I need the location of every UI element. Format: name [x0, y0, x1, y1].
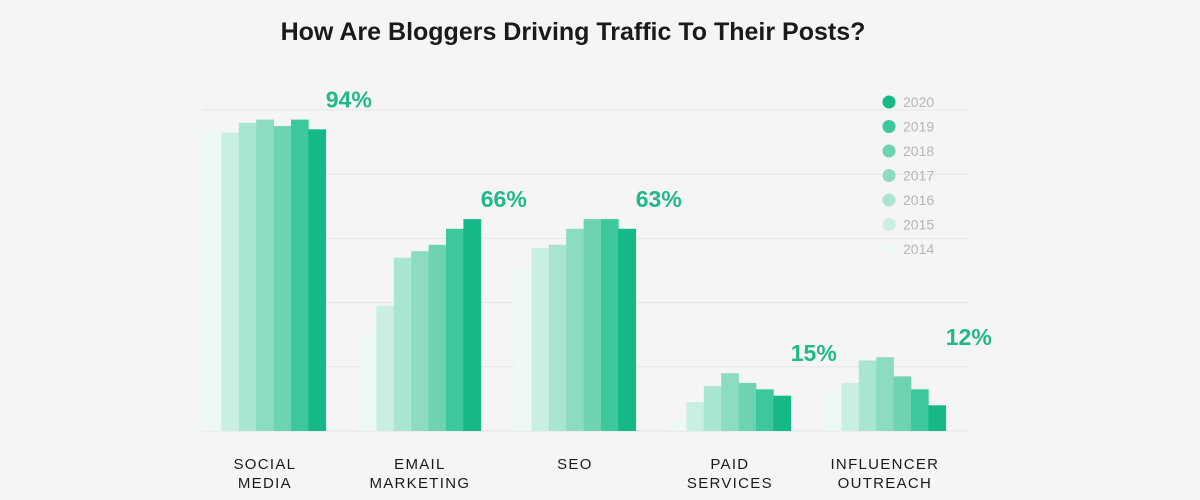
bar-2019-paid-services	[756, 389, 774, 431]
bar-2016-seo	[548, 244, 567, 431]
bar-2016-social-media	[238, 122, 257, 432]
data-label: 66%	[481, 186, 527, 212]
legend: 2020 2019 2018 2017 2016 2015 2014	[882, 94, 934, 257]
bar-2015-email-marketing	[376, 305, 395, 431]
bar-2014-paid-services	[669, 421, 687, 431]
legend-label: 2016	[903, 192, 934, 208]
data-label: 15%	[791, 340, 837, 366]
bar-2018-email-marketing	[428, 244, 447, 431]
data-label: 63%	[636, 186, 682, 212]
bar-2019-seo	[601, 219, 619, 431]
bar-2017-social-media	[256, 119, 274, 431]
legend-swatch	[882, 95, 896, 109]
category-label: SERVICES	[687, 475, 773, 492]
bar-2020-email-marketing	[463, 219, 482, 431]
data-labels: 94% 66% 63% 15% 12%	[326, 87, 992, 367]
bar-2017-influencer-outreach	[876, 357, 894, 431]
bar-2014-social-media	[204, 129, 222, 432]
legend-swatch	[882, 218, 896, 231]
bar-2019-influencer-outreach	[911, 389, 929, 431]
category-label: SOCIAL	[233, 456, 296, 473]
legend-label: 2020	[903, 94, 934, 110]
bars	[204, 119, 947, 432]
bar-2015-influencer-outreach	[841, 382, 860, 431]
bar-2020-paid-services	[773, 395, 792, 431]
legend-label: 2015	[903, 217, 934, 233]
data-label: 94%	[326, 87, 372, 113]
bar-2016-influencer-outreach	[858, 360, 877, 431]
bar-2019-social-media	[291, 119, 309, 431]
legend-swatch	[882, 193, 896, 207]
legend-swatch	[882, 169, 896, 182]
bar-2020-influencer-outreach	[928, 405, 947, 431]
bar-2016-paid-services	[703, 386, 722, 431]
bar-2014-email-marketing	[359, 334, 377, 431]
bar-2014-influencer-outreach	[824, 392, 842, 431]
chart-title: How Are Bloggers Driving Traffic To Thei…	[281, 18, 866, 46]
legend-swatch	[882, 242, 896, 256]
bar-2018-influencer-outreach	[893, 376, 912, 431]
bar-2016-email-marketing	[393, 257, 412, 431]
bar-2018-paid-services	[738, 382, 757, 431]
legend-label: 2017	[903, 168, 934, 184]
legend-label: 2018	[903, 143, 934, 159]
bar-2015-seo	[531, 248, 550, 431]
bar-2020-seo	[618, 228, 637, 431]
data-label: 12%	[946, 324, 992, 350]
category-label: PAID	[710, 456, 749, 473]
category-label: INFLUENCER	[830, 456, 939, 473]
bar-2018-social-media	[273, 126, 292, 431]
bar-2017-paid-services	[721, 373, 739, 431]
category-label: MARKETING	[369, 475, 470, 492]
category-labels: SOCIAL MEDIA EMAIL MARKETING SEO PAID SERVICES…	[233, 456, 939, 492]
bar-2017-email-marketing	[411, 251, 429, 431]
bar-2015-paid-services	[686, 402, 705, 431]
bar-2015-social-media	[221, 132, 240, 431]
bar-2014-seo	[514, 267, 532, 431]
category-label: SEO	[557, 456, 593, 473]
bar-2018-seo	[583, 219, 602, 431]
legend-swatch	[882, 120, 896, 133]
legend-label: 2019	[903, 119, 934, 135]
bar-2017-seo	[566, 228, 584, 431]
bar-2019-email-marketing	[446, 228, 464, 431]
category-label: OUTREACH	[838, 475, 933, 492]
legend-label: 2014	[903, 241, 934, 257]
category-label: MEDIA	[238, 475, 292, 492]
category-label: EMAIL	[394, 456, 446, 473]
legend-swatch	[882, 144, 896, 158]
bar-2020-social-media	[308, 129, 327, 432]
